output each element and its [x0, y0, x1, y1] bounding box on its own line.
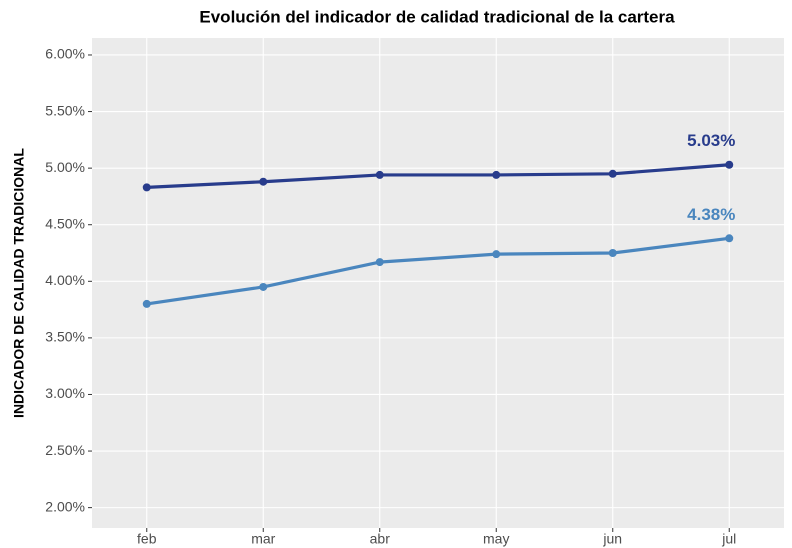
x-tick-label: jul: [721, 531, 736, 547]
point: [375, 258, 384, 267]
y-tick-label: 2.50%: [45, 442, 85, 458]
y-tick-label: 5.50%: [45, 102, 85, 118]
y-tick-label: 3.50%: [45, 329, 85, 345]
y-tick-label: 2.00%: [45, 498, 85, 514]
y-tick-label: 5.00%: [45, 159, 85, 175]
x-tick-label: abr: [370, 531, 391, 547]
plot-panel: [92, 38, 784, 528]
point: [725, 160, 734, 169]
y-tick-label: 4.00%: [45, 272, 85, 288]
series-line: [146, 236, 730, 306]
point: [142, 183, 151, 192]
point: [259, 282, 268, 291]
point: [725, 234, 734, 243]
point: [142, 299, 151, 308]
chart-title: Evolución del indicador de calidad tradi…: [199, 7, 675, 26]
y-tick-label: 3.00%: [45, 385, 85, 401]
x-tick-label: mar: [251, 531, 275, 547]
y-tick-label: 6.00%: [45, 46, 85, 62]
value-label: 5.03%: [687, 131, 735, 150]
point: [608, 169, 617, 178]
series-line: [146, 163, 730, 189]
x-tick-label: feb: [137, 531, 157, 547]
value-label: 4.38%: [687, 205, 735, 224]
x-tick-label: may: [483, 531, 509, 547]
y-axis-label: INDICADOR DE CALIDAD TRADICIONAL: [11, 148, 27, 418]
y-tick-label: 4.50%: [45, 215, 85, 231]
point: [259, 177, 268, 186]
point: [492, 170, 501, 179]
point: [375, 170, 384, 179]
point: [492, 250, 501, 259]
x-tick-label: jun: [602, 531, 622, 547]
point: [608, 249, 617, 258]
